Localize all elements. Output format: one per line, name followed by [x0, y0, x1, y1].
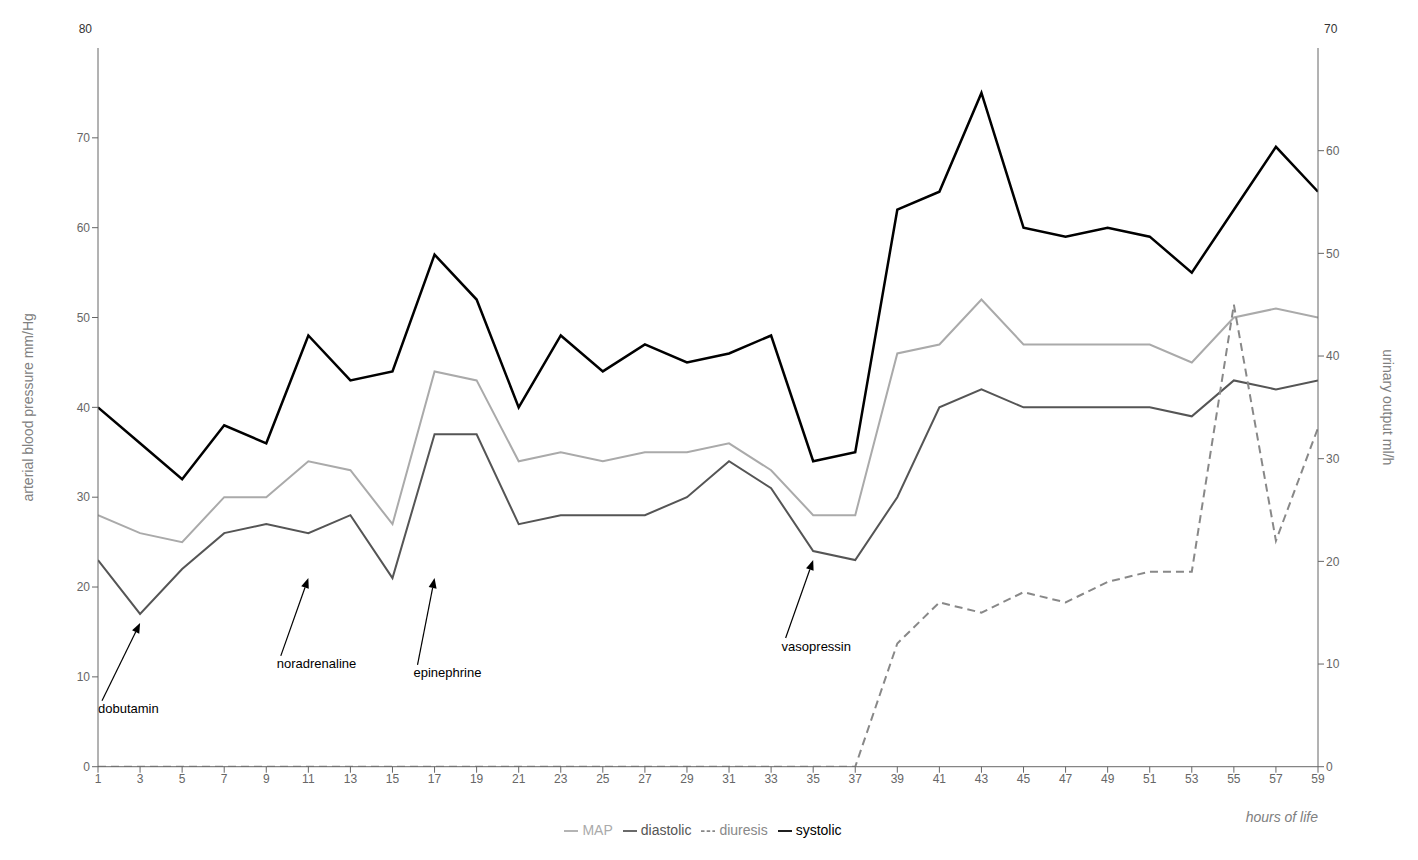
- svg-text:vasopressin: vasopressin: [782, 639, 851, 654]
- svg-text:1: 1: [95, 772, 102, 786]
- svg-text:7: 7: [221, 772, 228, 786]
- svg-text:urinary output ml/h: urinary output ml/h: [1380, 349, 1396, 465]
- svg-text:20: 20: [77, 580, 91, 594]
- svg-text:70: 70: [77, 131, 91, 145]
- svg-text:hours of life: hours of life: [1246, 809, 1319, 825]
- svg-text:9: 9: [263, 772, 270, 786]
- svg-text:50: 50: [77, 311, 91, 325]
- svg-text:0: 0: [83, 760, 90, 774]
- html-text:systolic: systolic: [795, 821, 842, 838]
- svg-text:35: 35: [806, 772, 820, 786]
- html-text:diuresis: diuresis: [719, 821, 768, 838]
- svg-text:49: 49: [1101, 772, 1115, 786]
- svg-text:15: 15: [386, 772, 400, 786]
- svg-text:epinephrine: epinephrine: [414, 665, 482, 680]
- svg-text:arterial blood pressure mm/Hg: arterial blood pressure mm/Hg: [20, 313, 36, 501]
- svg-text:40: 40: [77, 401, 91, 415]
- svg-text:19: 19: [470, 772, 484, 786]
- svg-text:noradrenaline: noradrenaline: [277, 656, 357, 671]
- svg-text:11: 11: [302, 772, 315, 786]
- svg-text:60: 60: [77, 221, 91, 235]
- svg-text:57: 57: [1269, 772, 1283, 786]
- svg-text:27: 27: [638, 772, 652, 786]
- svg-text:41: 41: [933, 772, 947, 786]
- html-text:70: 70: [1324, 22, 1338, 36]
- svg-text:5: 5: [179, 772, 186, 786]
- html-text:MAP: MAP: [582, 821, 613, 838]
- svg-text:dobutamin: dobutamin: [98, 701, 159, 716]
- html-text:diastolic: diastolic: [640, 821, 692, 838]
- svg-text:20: 20: [1326, 555, 1340, 569]
- svg-text:40: 40: [1326, 349, 1340, 363]
- svg-text:30: 30: [77, 490, 91, 504]
- svg-text:0: 0: [1326, 760, 1333, 774]
- svg-text:10: 10: [77, 670, 91, 684]
- svg-text:21: 21: [512, 772, 526, 786]
- svg-text:29: 29: [680, 772, 694, 786]
- svg-text:47: 47: [1059, 772, 1073, 786]
- svg-text:45: 45: [1017, 772, 1031, 786]
- svg-text:59: 59: [1311, 772, 1325, 786]
- svg-text:13: 13: [344, 772, 358, 786]
- html-text:80: 80: [78, 22, 92, 36]
- svg-text:43: 43: [975, 772, 989, 786]
- svg-text:55: 55: [1227, 772, 1241, 786]
- svg-text:53: 53: [1185, 772, 1199, 786]
- svg-text:51: 51: [1143, 772, 1157, 786]
- svg-text:23: 23: [554, 772, 568, 786]
- svg-text:60: 60: [1326, 144, 1340, 158]
- svg-text:30: 30: [1326, 452, 1340, 466]
- svg-text:17: 17: [428, 772, 442, 786]
- svg-text:10: 10: [1326, 657, 1340, 671]
- svg-text:39: 39: [891, 772, 905, 786]
- svg-text:3: 3: [137, 772, 144, 786]
- svg-text:31: 31: [722, 772, 736, 786]
- svg-text:50: 50: [1326, 247, 1340, 261]
- svg-text:25: 25: [596, 772, 610, 786]
- svg-text:37: 37: [849, 772, 863, 786]
- svg-text:33: 33: [764, 772, 778, 786]
